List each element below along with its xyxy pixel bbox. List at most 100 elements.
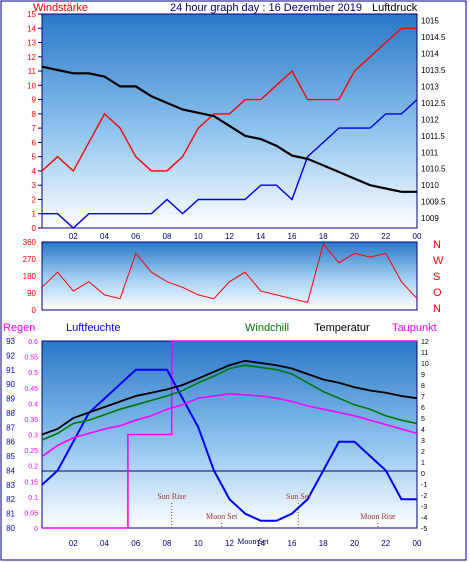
event-label: Sun Rise — [157, 492, 186, 501]
wind-tick-label: 1 — [32, 210, 37, 219]
temperature-tick-label: -5 — [421, 526, 427, 533]
direction-panel-background — [42, 242, 417, 310]
temperature-x-tick-label: 06 — [131, 539, 140, 548]
temperature-x-tick-label: 02 — [69, 539, 78, 548]
rain-tick-label: 0.55 — [24, 355, 38, 362]
humidity-tick-label: 89 — [6, 395, 15, 404]
temperature-tick-label: 4 — [421, 427, 425, 434]
temperature-series — [41, 340, 418, 529]
dewpoint-line — [41, 392, 418, 458]
temperature-x-tick-label: 22 — [381, 539, 390, 548]
wind-x-tick-label: 12 — [225, 232, 234, 241]
temperature-x-tick-label: 04 — [100, 539, 109, 548]
wind-tick-label: 6 — [32, 138, 37, 147]
pressure-tick-label: 1010 — [421, 181, 439, 190]
event-label: Moon Rise — [360, 512, 396, 521]
pressure-tick-label: 1014 — [421, 50, 439, 59]
wind-panel-frame — [41, 13, 418, 229]
direction-tick-label: 360 — [23, 238, 37, 247]
pressure-tick-label: 1009.5 — [421, 198, 446, 207]
rain-tick-label: 0.05 — [24, 510, 38, 517]
humidity-tick-label: 90 — [6, 380, 15, 389]
temperature-tick-label: -2 — [421, 493, 427, 500]
wind-x-tick-label: 00 — [413, 232, 422, 241]
pressure-tick-label: 1014.5 — [421, 33, 446, 42]
temperature-tick-label: 6 — [421, 405, 425, 412]
wind-x-tick-label: 22 — [381, 232, 390, 241]
wind-min-line — [42, 99, 418, 229]
temperature-tick-label: 3 — [421, 438, 425, 445]
direction-tick-label: 0 — [32, 306, 37, 315]
temperature-tick-label: -3 — [421, 504, 427, 511]
wind-x-tick-label: 14 — [256, 232, 265, 241]
wind-x-tick-label: 16 — [288, 232, 297, 241]
luftdruck-label: Luftdruck — [372, 2, 418, 14]
rain-tick-label: 0.3 — [28, 433, 38, 440]
pressure-tick-label: 1010.5 — [421, 165, 446, 174]
wind-tick-label: 9 — [32, 96, 37, 105]
wind-tick-label: 14 — [27, 24, 36, 33]
temperature-x-axis-ticks: 02 04 06 08 10 12 14 16 18 20 22 00 — [69, 539, 422, 548]
humidity-tick-label: 88 — [6, 409, 15, 418]
temperature-line — [41, 359, 418, 436]
temperature-x-tick-label: 20 — [350, 539, 359, 548]
rain-tick-label: 0.4 — [28, 401, 38, 408]
pressure-tick-label: 1013 — [421, 82, 439, 91]
wind-x-axis-ticks: 02 04 06 08 10 12 14 16 18 20 22 00 — [69, 232, 422, 241]
rain-tick-label: 0.6 — [28, 339, 38, 346]
luftfeuchte-label: Luftfeuchte — [66, 322, 120, 334]
wind-x-tick-label: 08 — [163, 232, 172, 241]
rain-tick-label: 0.45 — [24, 386, 38, 393]
rain-tick-label: 0.25 — [24, 448, 38, 455]
humidity-line — [41, 368, 417, 522]
temperature-x-tick-label: 18 — [319, 539, 328, 548]
temperature-tick-label: 7 — [421, 394, 425, 401]
direction-axis-ticks: 0 90 180 270 360 — [23, 238, 37, 315]
windchill-line — [41, 364, 418, 441]
temperature-x-tick-label: 00 — [413, 539, 422, 548]
humidity-tick-label: 80 — [6, 524, 15, 533]
temperature-x-tick-label: 14 — [256, 539, 265, 548]
wind-tick-label: 13 — [27, 39, 36, 48]
temperature-tick-label: 9 — [421, 372, 425, 379]
wind-tick-label: 5 — [32, 153, 37, 162]
direction-panel-frame — [41, 241, 418, 311]
compass-label: O — [433, 287, 442, 299]
temperature-tick-label: 10 — [421, 361, 429, 368]
rain-tick-label: 0 — [34, 526, 38, 533]
temperature-tick-label: 8 — [421, 383, 425, 390]
direction-tick-label: 270 — [23, 255, 37, 264]
humidity-tick-label: 92 — [6, 351, 15, 360]
wind-x-tick-label: 18 — [319, 232, 328, 241]
wind-tick-label: 3 — [32, 181, 37, 190]
pressure-tick-label: 1015 — [421, 17, 439, 26]
wind-x-tick-label: 02 — [69, 232, 78, 241]
rain-tick-label: 0.2 — [28, 464, 38, 471]
compass-label: S — [433, 271, 440, 283]
humidity-tick-label: 85 — [6, 452, 15, 461]
pressure-tick-label: 1012.5 — [421, 99, 446, 108]
direction-line — [41, 242, 418, 303]
humidity-tick-label: 83 — [6, 481, 15, 490]
rain-tick-label: 0.1 — [28, 495, 38, 502]
temperature-tick-label: 0 — [421, 471, 425, 478]
pressure-tick-label: 1009 — [421, 214, 439, 223]
sun-moon-events: Sun Rise Sun Set Moon Set Moon Rise Moon Set — [157, 492, 396, 546]
wind-tick-label: 2 — [32, 195, 37, 204]
humidity-tick-label: 86 — [6, 438, 15, 447]
rain-tick-label: 0.15 — [24, 479, 38, 486]
chart-title: 24 hour graph day : 16 Dezember 2019 — [170, 2, 362, 14]
temperature-tick-label: 2 — [421, 449, 425, 456]
temperature-panel-background — [42, 341, 417, 528]
pressure-line — [41, 65, 417, 193]
event-label: Sun Set — [286, 492, 311, 501]
pressure-tick-label: 1012 — [421, 115, 439, 124]
temperatur-label: Temperatur — [314, 322, 370, 334]
rain-axis-ticks: 0 0.05 0.1 0.15 0.2 0.25 0.3 0.35 0.4 0.45 0.5 0.55… — [24, 339, 38, 533]
event-label: Moon Set — [237, 537, 269, 546]
humidity-tick-label: 82 — [6, 495, 15, 504]
windstaerke-label: Windstärke — [33, 2, 88, 14]
